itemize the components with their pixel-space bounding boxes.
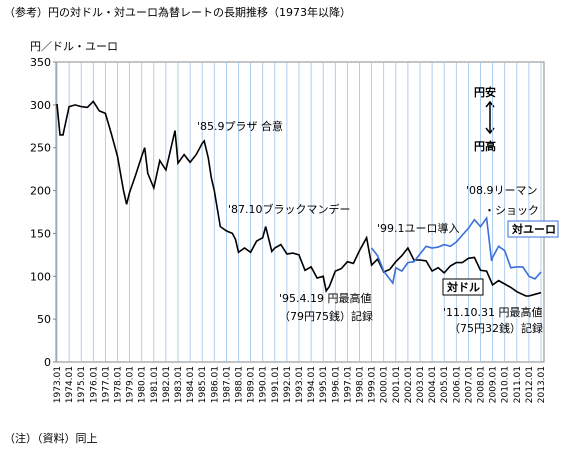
x-tick-label: 1989.01 bbox=[247, 366, 257, 403]
annotation: '87.10ブラックマンデー bbox=[228, 202, 351, 216]
x-tick-label: 2007.01 bbox=[464, 366, 474, 403]
x-tick-label: 2013.01 bbox=[537, 366, 547, 403]
x-tick-label: 1974.01 bbox=[65, 366, 75, 403]
x-tick-label: 1991.01 bbox=[271, 366, 281, 403]
annotation: '95.4.19 円最高値 bbox=[279, 291, 372, 305]
y-tick-label: 300 bbox=[30, 99, 51, 112]
x-tick-label: 2002.01 bbox=[404, 366, 414, 403]
legend-box bbox=[507, 220, 559, 238]
x-tick-label: 1979.01 bbox=[126, 366, 136, 403]
x-tick-label: 1999.01 bbox=[368, 366, 378, 403]
x-tick-label: 1978.01 bbox=[114, 366, 124, 403]
annotation: '08.9リーマン bbox=[466, 184, 538, 197]
x-tick-label: 1992.01 bbox=[283, 366, 293, 403]
annotation: （75円32銭）記録 bbox=[449, 321, 543, 335]
series-line bbox=[370, 215, 542, 286]
x-tick-label: 2010.01 bbox=[501, 366, 511, 403]
x-tick-label: 2008.01 bbox=[477, 366, 487, 403]
x-tick-label: 1990.01 bbox=[259, 366, 269, 403]
x-tick-label: 1987.01 bbox=[222, 366, 232, 403]
x-tick-label: 2004.01 bbox=[428, 366, 438, 403]
note: （注）（資料）同上 bbox=[4, 431, 98, 445]
y-tick-label: 250 bbox=[30, 142, 51, 155]
x-tick-label: 1982.01 bbox=[162, 366, 172, 403]
y-tick-label: 150 bbox=[30, 227, 51, 240]
plot-frame bbox=[55, 61, 545, 363]
annotation: （79円75銭）記録 bbox=[279, 309, 373, 323]
x-tick-label: 1981.01 bbox=[150, 366, 160, 403]
series-line bbox=[56, 100, 542, 297]
annotation: '85.9プラザ 合意 bbox=[197, 119, 283, 133]
y-tick-label: 0 bbox=[44, 356, 51, 369]
x-tick-label: 2011.01 bbox=[513, 366, 523, 403]
x-tick-label: 1976.01 bbox=[89, 366, 99, 403]
x-tick-label: 2005.01 bbox=[440, 366, 450, 403]
x-tick-label: 1993.01 bbox=[295, 366, 305, 403]
x-tick-label: 1975.01 bbox=[77, 366, 87, 403]
annotation: 円安 bbox=[474, 85, 496, 99]
x-tick-label: 1986.01 bbox=[210, 366, 220, 403]
x-tick-label: 2009.01 bbox=[489, 366, 499, 403]
chart-title: （参考）円の対ドル・対ユーロ為替レートの長期推移（1973年以降） bbox=[4, 5, 351, 19]
y-tick-label: 50 bbox=[37, 313, 51, 326]
x-tick-label: 1977.01 bbox=[101, 366, 111, 403]
y-axis-label: 円／ドル・ユーロ bbox=[30, 40, 118, 53]
x-tick-label: 1985.01 bbox=[198, 366, 208, 403]
x-tick-label: 1997.01 bbox=[343, 366, 353, 403]
legend-box bbox=[442, 278, 484, 296]
x-tick-label: 1995.01 bbox=[319, 366, 329, 403]
legend-label: 対ドル bbox=[446, 280, 480, 294]
y-tick-label: 350 bbox=[30, 56, 51, 69]
x-tick-label: 1988.01 bbox=[235, 366, 245, 403]
x-tick-label: 2000.01 bbox=[380, 366, 390, 403]
x-tick-label: 2001.01 bbox=[392, 366, 402, 403]
annotation: 円高 bbox=[474, 139, 496, 153]
annotation: '99.1ユーロ導入 bbox=[377, 221, 460, 235]
annotation: ・ショック bbox=[484, 204, 539, 217]
legend-label: 対ユーロ bbox=[511, 222, 556, 236]
x-tick-label: 1983.01 bbox=[174, 366, 184, 403]
x-tick-label: 2003.01 bbox=[416, 366, 426, 403]
x-tick-label: 1980.01 bbox=[138, 366, 148, 403]
x-tick-label: 2012.01 bbox=[525, 366, 535, 403]
x-tick-label: 1973.01 bbox=[53, 366, 63, 403]
x-tick-label: 1994.01 bbox=[307, 366, 317, 403]
y-tick-label: 100 bbox=[30, 270, 51, 283]
x-tick-label: 1998.01 bbox=[356, 366, 366, 403]
y-tick-label: 200 bbox=[30, 185, 51, 198]
x-tick-label: 1996.01 bbox=[331, 366, 341, 403]
x-tick-label: 1984.01 bbox=[186, 366, 196, 403]
x-tick-label: 2006.01 bbox=[452, 366, 462, 403]
annotation: '11.10.31 円最高値 bbox=[443, 305, 543, 319]
